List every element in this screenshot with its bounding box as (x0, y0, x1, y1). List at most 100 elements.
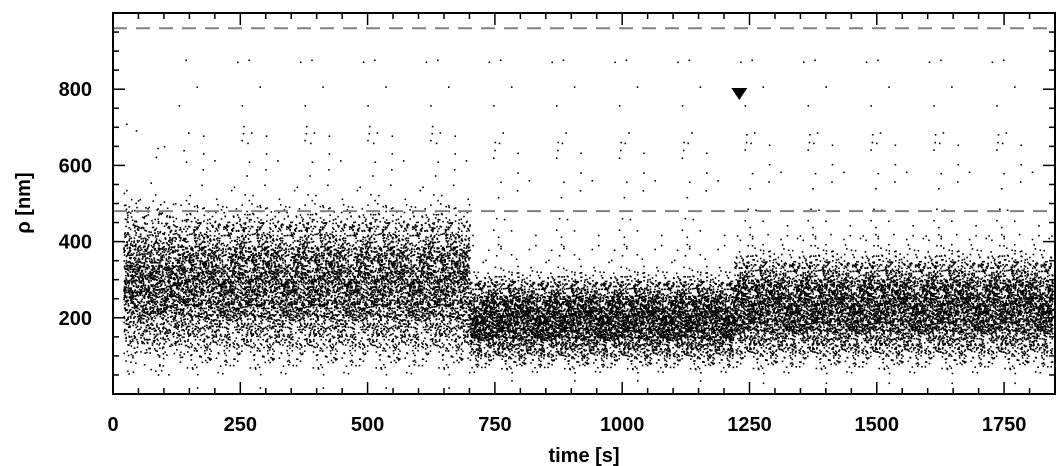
data-point (197, 222, 200, 224)
data-point (166, 267, 168, 269)
data-point (166, 304, 169, 306)
data-point (180, 334, 182, 337)
data-point (124, 300, 127, 303)
data-point (253, 285, 255, 287)
data-point (132, 270, 134, 273)
data-point (195, 290, 198, 293)
data-point (182, 273, 184, 276)
data-point (146, 274, 149, 277)
data-point (160, 204, 162, 206)
data-point (128, 251, 130, 253)
data-point (147, 251, 149, 254)
data-point (174, 340, 177, 343)
data-point (281, 237, 284, 240)
data-point (201, 361, 204, 364)
data-point (184, 270, 186, 272)
data-point (157, 328, 160, 330)
data-point (154, 336, 157, 338)
data-point (204, 350, 206, 352)
data-point (236, 241, 239, 243)
data-point (168, 247, 170, 250)
data-point (158, 356, 161, 358)
data-point (280, 272, 282, 274)
data-point (128, 206, 131, 208)
data-point (276, 265, 278, 268)
data-point (126, 267, 129, 269)
data-point (132, 280, 135, 283)
data-point (193, 295, 196, 297)
data-point (161, 291, 164, 294)
data-point (219, 270, 221, 272)
data-point (266, 344, 269, 347)
data-point (188, 274, 190, 277)
data-point (146, 289, 149, 291)
data-point (123, 297, 125, 299)
data-point (183, 256, 186, 258)
data-point (141, 340, 143, 343)
data-point (142, 227, 145, 230)
data-point (178, 321, 180, 323)
data-point (165, 257, 168, 260)
data-point (183, 266, 186, 268)
data-point (146, 351, 148, 354)
data-point (140, 273, 142, 276)
data-point (223, 360, 226, 363)
data-point (272, 234, 275, 237)
data-point (266, 325, 269, 328)
data-point (175, 313, 178, 315)
data-point (198, 245, 200, 248)
data-point (216, 285, 218, 288)
data-point (173, 236, 176, 239)
data-point (195, 266, 198, 269)
data-point (174, 237, 177, 239)
data-point (277, 311, 279, 314)
data-point (202, 254, 205, 257)
data-point (256, 235, 259, 237)
data-point (251, 325, 254, 328)
data-point (177, 246, 180, 248)
data-point (182, 268, 185, 270)
data-point (234, 263, 236, 265)
data-point (128, 291, 131, 294)
data-point (229, 241, 232, 244)
data-point (279, 264, 281, 267)
data-point (153, 257, 155, 259)
data-point (155, 253, 158, 255)
data-point (261, 288, 264, 290)
data-point (197, 291, 200, 293)
data-point (182, 256, 184, 258)
data-point (134, 230, 136, 232)
data-point (167, 288, 170, 291)
data-point (247, 289, 250, 291)
data-point (129, 342, 132, 345)
data-point (232, 285, 235, 288)
data-point (193, 267, 196, 269)
data-point (204, 329, 207, 332)
data-point (197, 298, 200, 300)
data-point (213, 277, 215, 279)
data-point (162, 300, 165, 302)
data-point (205, 262, 208, 264)
data-point (269, 347, 272, 349)
data-point (260, 275, 263, 278)
data-point (168, 276, 171, 279)
data-point (265, 135, 268, 137)
data-point (153, 268, 156, 270)
data-point (149, 271, 151, 273)
data-point (241, 240, 243, 243)
data-point (239, 313, 241, 315)
data-point (146, 301, 148, 303)
data-point (234, 287, 237, 289)
data-point (156, 308, 158, 311)
data-point (142, 285, 145, 287)
data-point (153, 244, 155, 246)
data-point (278, 285, 281, 288)
data-point (196, 291, 198, 294)
data-point (249, 295, 251, 297)
data-point (144, 258, 147, 261)
data-point (137, 276, 139, 278)
data-point (191, 297, 193, 300)
data-point (221, 261, 224, 263)
data-point (192, 282, 194, 285)
data-point (135, 326, 138, 329)
